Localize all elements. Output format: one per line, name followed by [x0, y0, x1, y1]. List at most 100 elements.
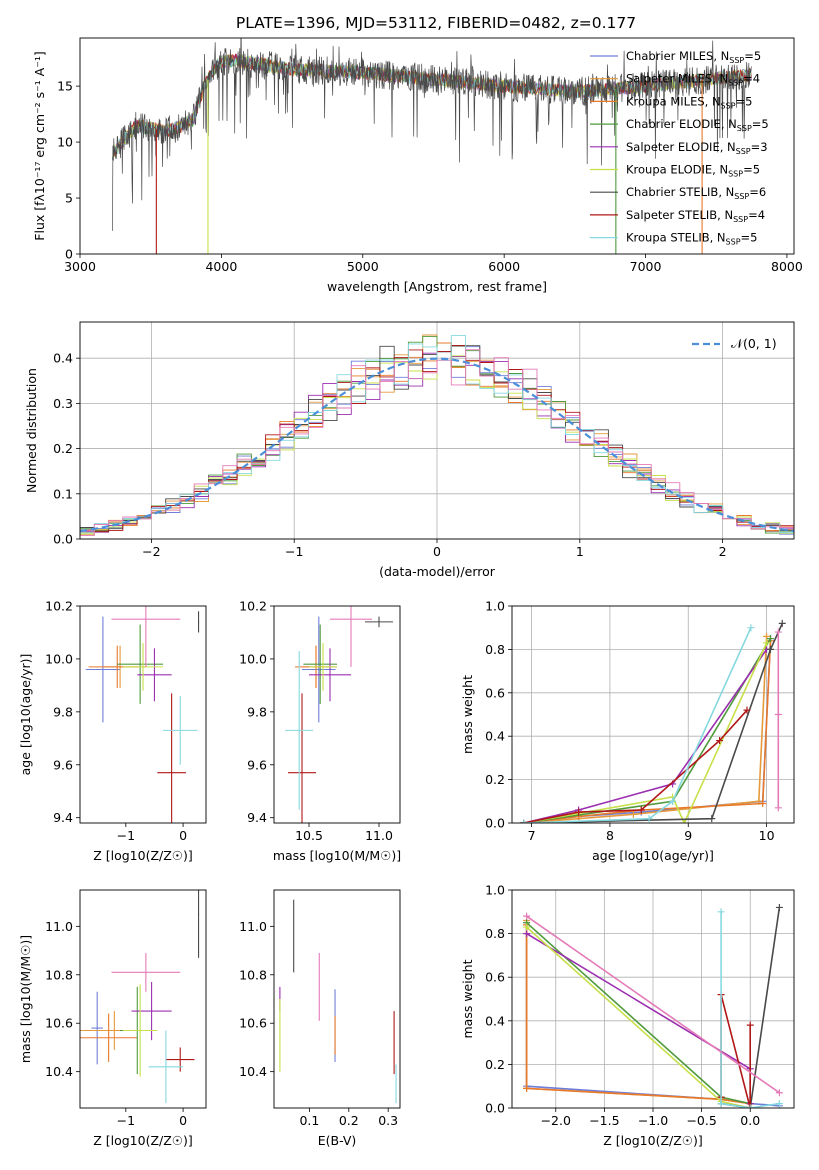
x-tick-label: −2.0 — [541, 1113, 571, 1128]
weight-marker-chabrier_stelib — [775, 903, 783, 911]
weight-marker-salpeter_miles — [629, 810, 637, 818]
y-axis-label: Normed distribution — [24, 368, 39, 493]
x-tick-label: −0.5 — [686, 1113, 716, 1128]
x-tick-label: 5000 — [347, 259, 379, 274]
y-axis-label: Flux [fλ10⁻¹⁷ erg cm⁻² s⁻¹ A⁻¹] — [32, 51, 47, 240]
residual-histogram-panel: −2 −1 0 1 2 0.0 0.1 0.2 0.3 0.4 (data-model)/error… — [24, 321, 795, 579]
y-tick-label: 10.4 — [239, 1064, 267, 1079]
weight-marker-chabrier_stelib — [767, 645, 774, 653]
axes-frame — [79, 889, 207, 1109]
y-tick-label: 0.0 — [485, 1101, 505, 1116]
y-tick-label: 9.6 — [247, 757, 267, 772]
y-axis-label: mass weight — [460, 675, 475, 754]
x-tick-label: 7 — [528, 828, 536, 843]
y-tick-label: 0 — [65, 247, 73, 262]
weight-marker-salpeter_stelib — [575, 808, 583, 816]
legend-label-subscript: SSP — [728, 79, 743, 88]
legend-label-subscript: SSP — [737, 124, 752, 133]
weight-marker-kroupa_stelib — [746, 1104, 754, 1108]
weight-line-chabrier_elodie — [526, 922, 751, 1105]
x-axis-label: Z [log10(Z/Z☉)] — [603, 1133, 703, 1148]
x-tick-label: 1 — [576, 544, 584, 559]
legend-label-chabrier_miles: Chabrier MILES, NSSP=5 — [626, 49, 761, 65]
spectrum-lines — [112, 38, 752, 254]
weight-marker-pink — [774, 628, 782, 636]
x-axis-label: E(B-V) — [318, 1133, 357, 1148]
y-tick-label: 0.4 — [485, 729, 505, 744]
y-tick-label: 0.4 — [485, 1013, 505, 1028]
weight-line-chabrier_stelib — [523, 623, 784, 823]
legend-label-chabrier_stelib: Chabrier STELIB, NSSP=6 — [626, 185, 766, 201]
weight-marker-kroupa_elodie — [763, 639, 771, 647]
weight-line-salpeter_elodie — [523, 648, 768, 823]
axes-frame — [273, 889, 401, 1109]
legend-label-subscript: SSP — [733, 215, 748, 224]
y-tick-label: 0.0 — [53, 532, 73, 547]
legend-label-subscript: SSP — [734, 192, 749, 201]
legend-label-count: =5 — [752, 117, 769, 131]
x-axis-label: Z [log10(Z/Z☉)] — [93, 848, 193, 863]
weight-marker-salpeter_stelib — [637, 806, 645, 814]
y-tick-label: 5 — [65, 191, 73, 206]
y-tick-label: 10.0 — [45, 651, 73, 666]
weight-line-salpeter_miles — [525, 920, 751, 1105]
histogram-pink — [80, 349, 794, 536]
y-tick-label: 10.0 — [239, 651, 267, 666]
legend-label-count: =5 — [743, 163, 760, 177]
y-tick-label: 10.8 — [239, 967, 267, 982]
weight-marker-pink — [774, 711, 782, 718]
y-tick-label: 15 — [57, 79, 73, 94]
legend-label-text: Kroupa STELIB, N — [626, 231, 726, 245]
figure-title: PLATE=1396, MJD=53112, FIBERID=0482, z=0… — [236, 14, 636, 32]
legend-label-salpeter_elodie: Salpeter ELODIE, NSSP=3 — [626, 140, 768, 156]
y-axis-label: mass [log10(M/M☉)] — [18, 935, 33, 1063]
y-tick-label: 0.2 — [485, 772, 505, 787]
x-axis-label: mass [log10(M/M☉)] — [273, 848, 401, 863]
weight-marker-chabrier_elodie — [767, 635, 774, 643]
weight-marker-kroupa_elodie — [680, 819, 688, 823]
weight-lines — [520, 619, 786, 823]
x-tick-label: 0 — [179, 828, 187, 843]
y-tick-label: 11.0 — [239, 919, 267, 934]
x-tick-label: 0 — [433, 544, 441, 559]
weight-marker-kroupa_stelib — [717, 908, 725, 916]
legend-label-subscript: SSP — [728, 170, 743, 179]
legend-label-kroupa_miles: Kroupa MILES, NSSP=5 — [626, 94, 752, 110]
x-tick-label: 11.0 — [365, 828, 393, 843]
x-tick-label: 8 — [606, 828, 614, 843]
y-tick-label: 11.0 — [45, 919, 73, 934]
age-vs-metallicity-panel: −1 0 9.4 9.6 9.8 10.0 10.2 Z [log10(Z/Z☉)] age [… — [18, 599, 207, 863]
y-tick-label: 10.2 — [45, 599, 73, 614]
legend-label-subscript: SSP — [729, 56, 744, 65]
x-tick-label: 9 — [684, 828, 692, 843]
y-tick-label: 10.4 — [45, 1064, 73, 1079]
x-tick-label: 10.5 — [295, 828, 323, 843]
legend-label-kroupa_stelib: Kroupa STELIB, NSSP=5 — [626, 231, 757, 247]
legend-label-text: Chabrier ELODIE, N — [626, 117, 737, 131]
x-tick-label: 8000 — [771, 259, 803, 274]
x-tick-label: −2 — [142, 544, 160, 559]
legend-label-count: =4 — [743, 72, 760, 86]
x-tick-label: 0 — [179, 1113, 187, 1128]
weight-marker-kroupa_stelib — [645, 815, 653, 823]
weight-marker-salpeter_stelib — [746, 1021, 754, 1029]
y-tick-label: 10.2 — [239, 599, 267, 614]
y-tick-label: 0.6 — [485, 970, 505, 985]
mass-vs-ebv-panel: 0.1 0.2 0.3 10.4 10.6 10.8 11.0 E(B-V) — [239, 889, 401, 1148]
axes-frame — [79, 37, 795, 255]
legend-label-text: Salpeter MILES, N — [626, 72, 728, 86]
y-tick-label: 0.8 — [485, 926, 505, 941]
x-axis-label: age [log10(age/yr)] — [592, 848, 714, 863]
weight-marker-kroupa_stelib — [775, 1100, 783, 1108]
weight-line-salpeter_elodie — [526, 932, 751, 1104]
legend-label-salpeter_stelib: Salpeter STELIB, NSSP=4 — [626, 208, 765, 224]
y-axis-label: age [log10(age/yr)] — [18, 654, 33, 776]
mass-vs-metallicity-panel: −1 0 10.4 10.6 10.8 11.0 Z [log10(Z/Z☉)] mass [… — [18, 889, 207, 1148]
x-axis-label: Z [log10(Z/Z☉)] — [93, 1133, 193, 1148]
y-tick-label: 10 — [57, 135, 73, 150]
weight-vs-metallicity-panel: −2.0 −1.5 −1.0 −0.5 0.0 0.0 0.2 0.4 0.6 0.8 1.0 Z [… — [460, 883, 795, 1148]
weight-marker-chabrier_stelib — [708, 815, 716, 823]
weight-marker-chabrier_stelib — [778, 619, 786, 627]
